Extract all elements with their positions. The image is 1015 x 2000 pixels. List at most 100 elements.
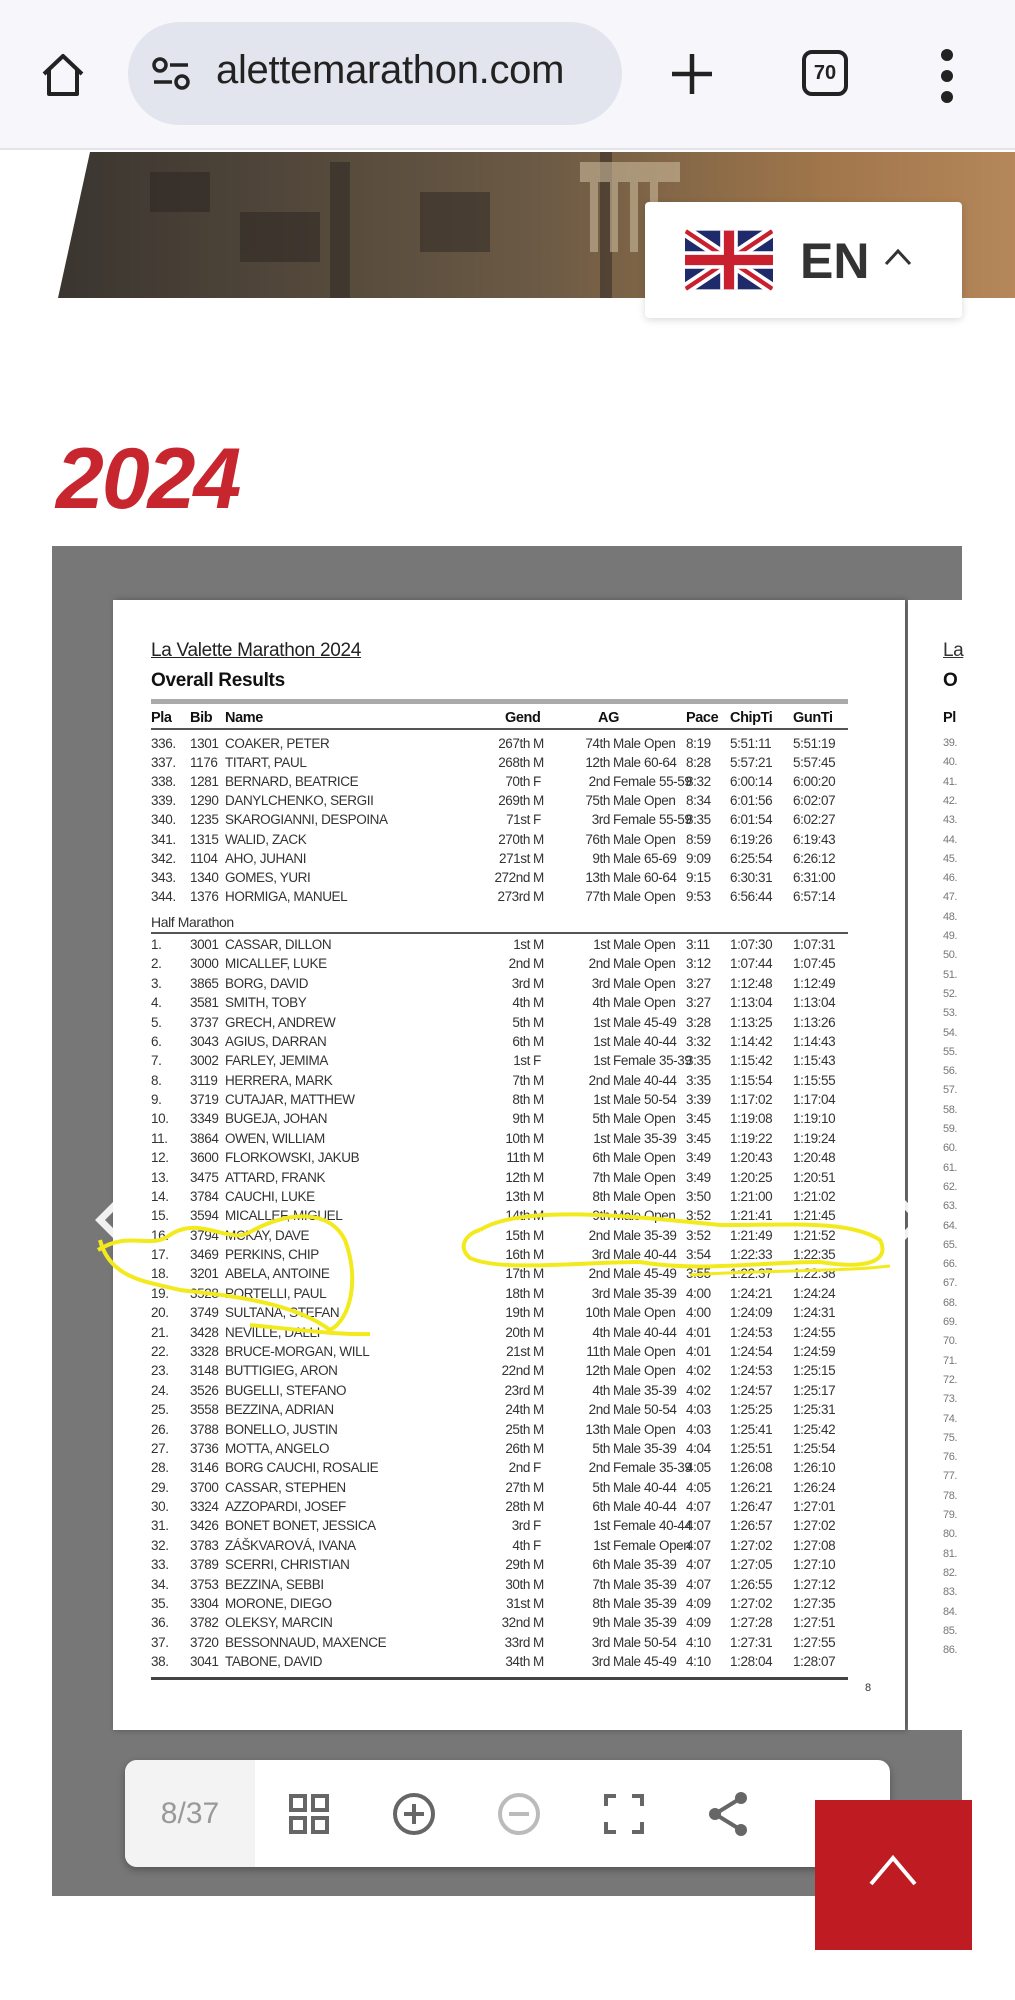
bib: 1315 [190, 831, 219, 847]
name: SULTANA, STEFAN [225, 1305, 340, 1321]
chip-time: 1:07:30 [730, 937, 773, 952]
place: 34. [151, 1576, 169, 1592]
next-page-place: 76. [943, 1451, 958, 1464]
bib: 3328 [190, 1343, 219, 1359]
bib: 3788 [190, 1421, 219, 1437]
ag-category: Male 45-49 [613, 1654, 677, 1670]
bib: 3528 [190, 1285, 219, 1301]
place: 26. [151, 1421, 169, 1437]
chip-time: 6:01:56 [730, 793, 773, 809]
ag-place: 3rd [591, 975, 611, 991]
place: 36. [151, 1615, 169, 1631]
zoom-in-icon[interactable] [390, 1790, 438, 1838]
gender: M [533, 1169, 544, 1185]
thumbnails-icon[interactable] [285, 1790, 333, 1838]
col-bib: Bib [190, 710, 213, 726]
gun-time: 6:26:12 [793, 850, 836, 866]
bib: 3782 [190, 1615, 219, 1631]
place: 3. [151, 975, 162, 991]
fullscreen-icon[interactable] [600, 1790, 648, 1838]
gender: F [533, 1518, 541, 1534]
ag-category: Male Open [613, 956, 676, 972]
name: HERRERA, MARK [225, 1072, 333, 1088]
ag-place: 2nd [588, 1072, 611, 1088]
url-text[interactable]: alettemarathon.com [216, 48, 565, 92]
gender: M [533, 1150, 544, 1166]
name: SKAROGIANNI, DESPOINA [225, 812, 388, 828]
bib: 3700 [190, 1479, 219, 1495]
more-menu-icon[interactable] [940, 48, 954, 104]
chip-time: 1:20:25 [730, 1169, 773, 1185]
gender: M [533, 975, 544, 991]
col-pace: Pace [686, 710, 719, 726]
chip-time: 1:13:25 [730, 1014, 773, 1030]
pace: 4:05 [686, 1460, 711, 1476]
ag-category: Female 55-59 [613, 812, 692, 828]
section-label: Half Marathon [151, 914, 234, 930]
place: 13. [151, 1169, 169, 1185]
gender: M [533, 869, 544, 885]
gender-place: 4th [512, 995, 530, 1011]
home-icon[interactable] [38, 50, 88, 100]
language-selector[interactable]: EN [645, 202, 962, 318]
next-page-place: 71. [943, 1354, 958, 1367]
ag-place: 4th [592, 1324, 610, 1340]
gender: M [533, 1382, 544, 1398]
gender-place: 2nd [508, 956, 531, 972]
next-page-place: 75. [943, 1431, 958, 1444]
gun-time: 1:20:48 [793, 1150, 836, 1166]
ag-place: 10th [585, 1305, 610, 1321]
bib: 1235 [190, 812, 219, 828]
ag-place: 12th [585, 1363, 610, 1379]
pace: 3:27 [686, 975, 711, 991]
name: BUGELLI, STEFANO [225, 1382, 347, 1398]
bib: 3304 [190, 1595, 219, 1611]
gun-time: 1:07:45 [793, 956, 836, 972]
name: ATTARD, FRANK [225, 1169, 326, 1185]
next-page-place: 61. [943, 1161, 958, 1174]
chevron-up-icon [884, 248, 912, 266]
ag-place: 11th [586, 1343, 610, 1359]
gender-place: 1st [513, 937, 530, 952]
gun-time: 1:27:10 [793, 1557, 836, 1573]
gun-time: 1:24:31 [793, 1305, 836, 1321]
gender: M [533, 956, 544, 972]
name: FLORKOWSKI, JAKUB [225, 1150, 360, 1166]
chip-time: 1:27:28 [730, 1615, 773, 1631]
share-icon[interactable] [705, 1790, 753, 1838]
place: 342. [151, 850, 176, 866]
place: 15. [151, 1208, 169, 1224]
name: BRUCE-MORGAN, WILL [225, 1343, 370, 1359]
previous-page-arrow[interactable] [92, 1180, 142, 1260]
zoom-out-icon[interactable] [495, 1790, 543, 1838]
ag-place: 1st [593, 1092, 610, 1108]
ag-category: Male 35-39 [613, 1227, 677, 1243]
pace: 3:52 [686, 1227, 711, 1243]
tab-switcher-button[interactable]: 70 [802, 50, 848, 96]
next-page-place: 55. [943, 1045, 958, 1058]
gun-time: 1:27:55 [793, 1634, 836, 1650]
name: CUTAJAR, MATTHEW [225, 1092, 355, 1108]
pace: 3:39 [686, 1092, 711, 1108]
name: MCKAY, DAVE [225, 1227, 310, 1243]
back-to-top-button[interactable] [815, 1800, 972, 1950]
chip-time: 1:24:09 [730, 1305, 773, 1321]
next-page-arrow[interactable] [878, 1180, 928, 1260]
address-bar[interactable]: alettemarathon.com [128, 22, 622, 125]
name: BORG, DAVID [225, 975, 309, 991]
new-tab-icon[interactable] [668, 50, 716, 98]
next-page-place: 62. [943, 1180, 958, 1193]
chip-time: 1:26:57 [730, 1518, 773, 1534]
place: 337. [151, 755, 176, 771]
bib: 3864 [190, 1130, 219, 1146]
place: 4. [151, 995, 162, 1011]
chip-time: 1:26:08 [730, 1460, 773, 1476]
ag-place: 8th [592, 1595, 610, 1611]
site-settings-icon[interactable] [150, 54, 192, 94]
gender: M [533, 1188, 544, 1204]
bib: 3720 [190, 1634, 219, 1650]
next-page-place: 43. [943, 814, 958, 827]
ag-place: 77th [585, 888, 610, 904]
gender-place: 12th [505, 1169, 530, 1185]
name: TABONE, DAVID [225, 1654, 323, 1670]
